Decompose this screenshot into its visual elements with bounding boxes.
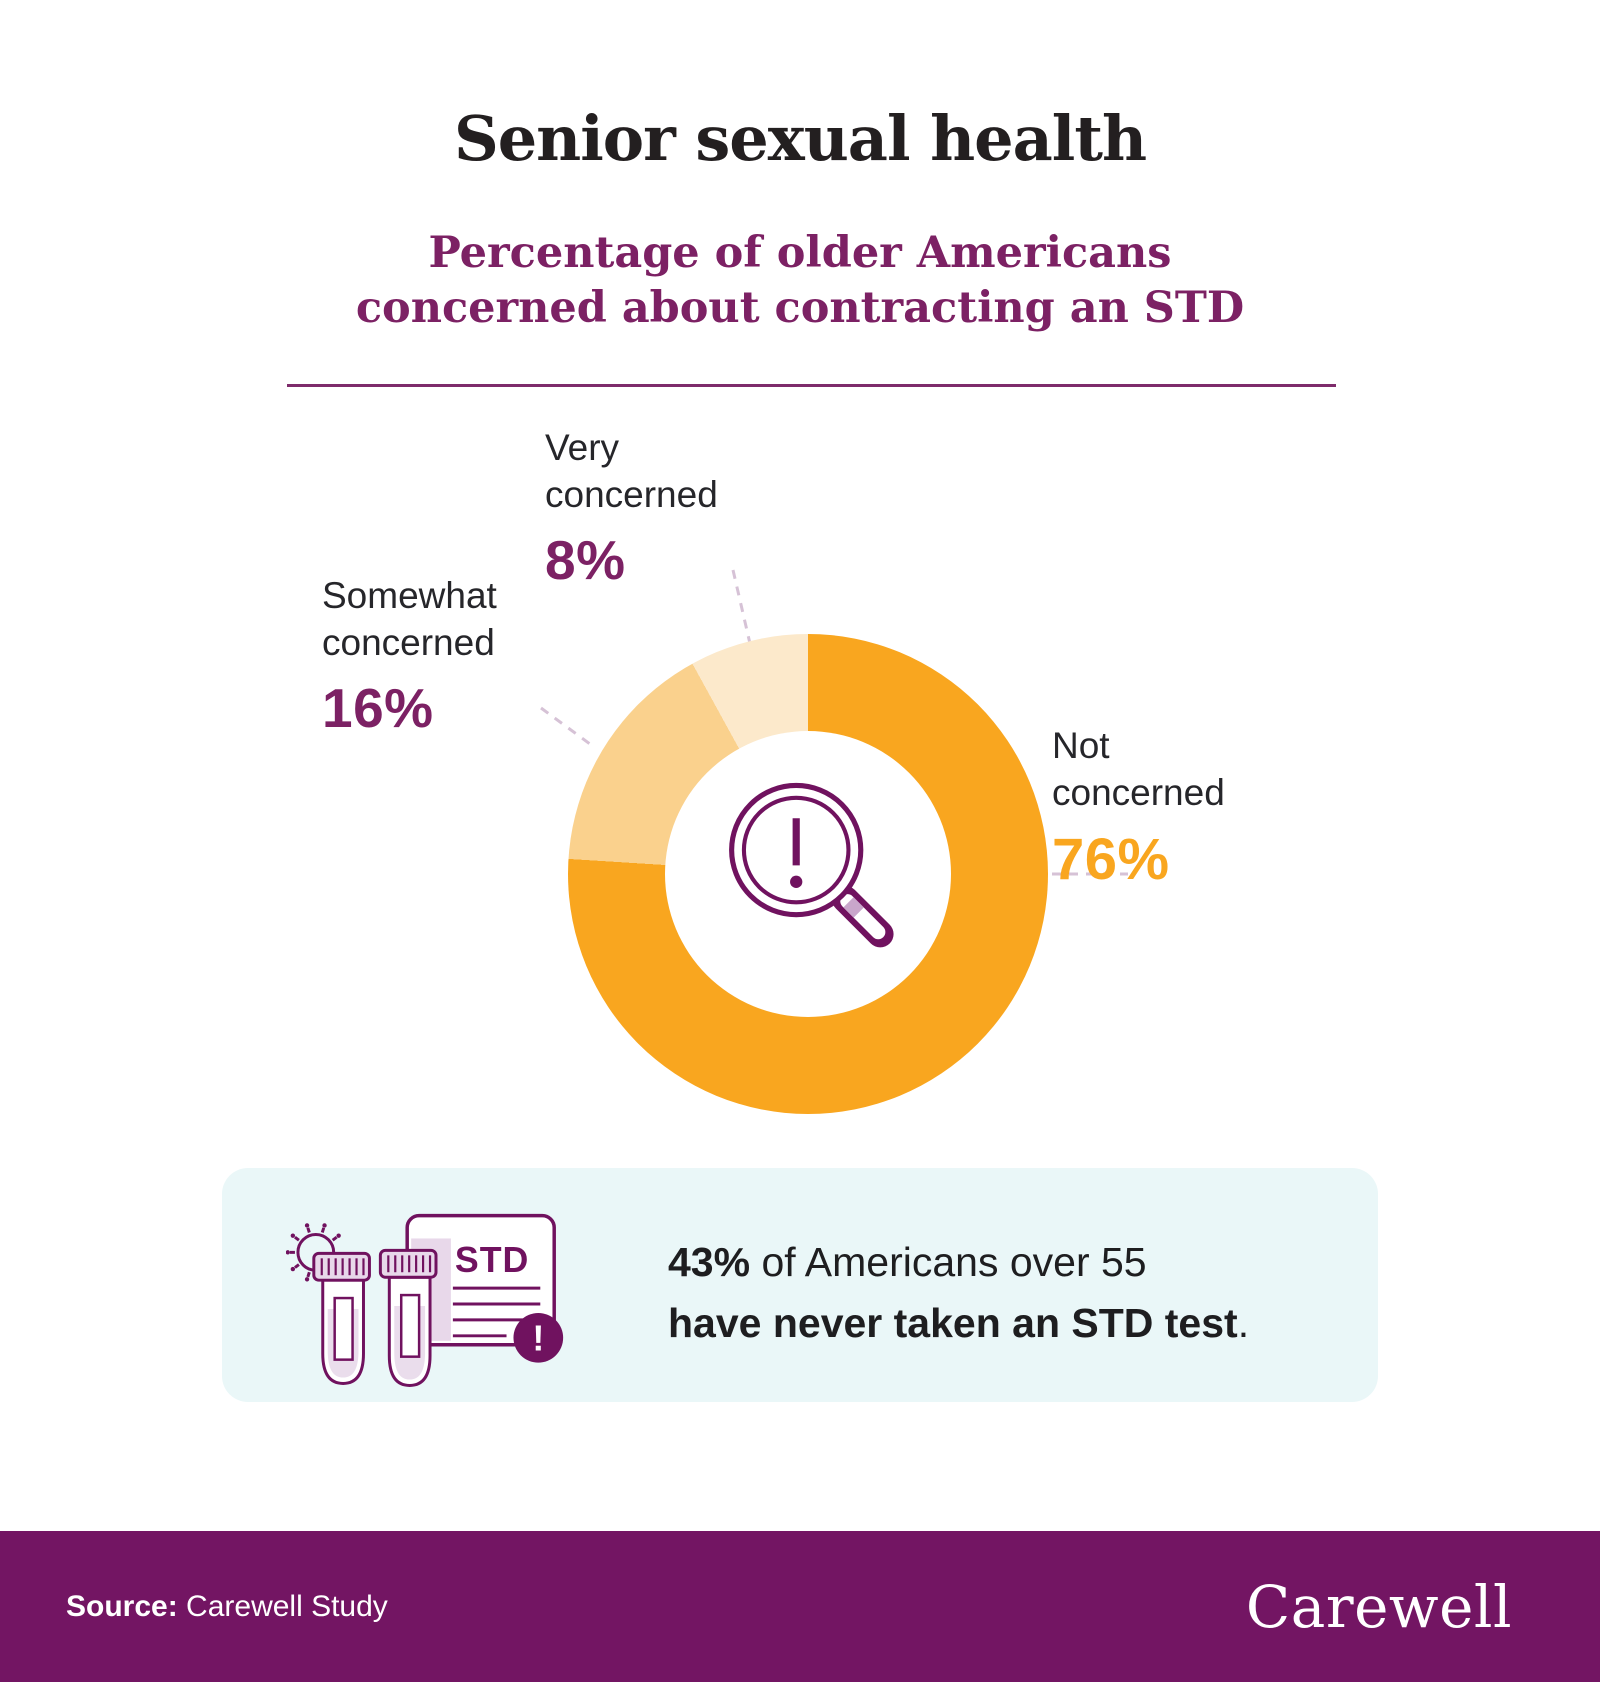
label-somewhat-concerned: Somewhat concerned 16% [322,572,497,740]
divider-line [287,384,1336,387]
callout-text: 43% of Americans over 55 have never take… [668,1232,1249,1354]
connector-very-concerned [731,569,753,649]
svg-text:!: ! [532,1319,544,1359]
std-document-label: STD [455,1240,529,1280]
chart-subtitle-line1: Percentage of older Americans [428,228,1172,278]
segment-label: Not [1052,725,1110,766]
segment-label: concerned [545,474,718,515]
segment-value: 8% [545,529,626,591]
chart-subtitle-line2: concerned about contracting an STD [355,283,1245,333]
source-note: Source: Carewell Study [66,1590,388,1624]
segment-value: 16% [322,677,434,739]
page-title: Senior sexual health [453,102,1147,175]
source-label: Source: [66,1589,178,1623]
chart-subtitle: Percentage of older Americans concerned … [0,226,1600,336]
label-very-concerned: Very concerned 8% [545,424,718,592]
callout-stat-rest: of Americans over 55 [750,1239,1147,1285]
callout-box: STD [222,1168,1378,1402]
callout-stat: 43% [668,1239,751,1285]
test-tube-icon [312,1251,371,1385]
segment-label: concerned [1052,772,1225,813]
exclamation-badge-icon: ! [513,1312,564,1363]
segment-label: Somewhat [322,575,497,616]
source-value: Carewell Study [177,1589,388,1623]
callout-line2-end: . [1237,1300,1250,1346]
std-test-tubes-icon: STD [286,1213,564,1387]
label-not-concerned: Not concerned 76% [1052,722,1225,893]
callout-line2-bold: have never taken an STD test [668,1300,1238,1346]
callout-line1: 43% of Americans over 55 [668,1232,1249,1293]
segment-label: concerned [322,622,495,663]
test-tube-icon [378,1248,438,1387]
connector-somewhat-concerned [540,706,591,746]
segment-value: 76% [1052,827,1170,892]
donut-ring [568,634,1048,1114]
footer-bar: Source: Carewell Study Carewell [0,1531,1600,1682]
donut-hole [665,731,951,1017]
carewell-logo: Carewell [1245,1572,1512,1641]
segment-label: Very [545,427,620,468]
callout-line2: have never taken an STD test. [668,1293,1249,1354]
magnifier-exclamation-icon [728,782,894,947]
